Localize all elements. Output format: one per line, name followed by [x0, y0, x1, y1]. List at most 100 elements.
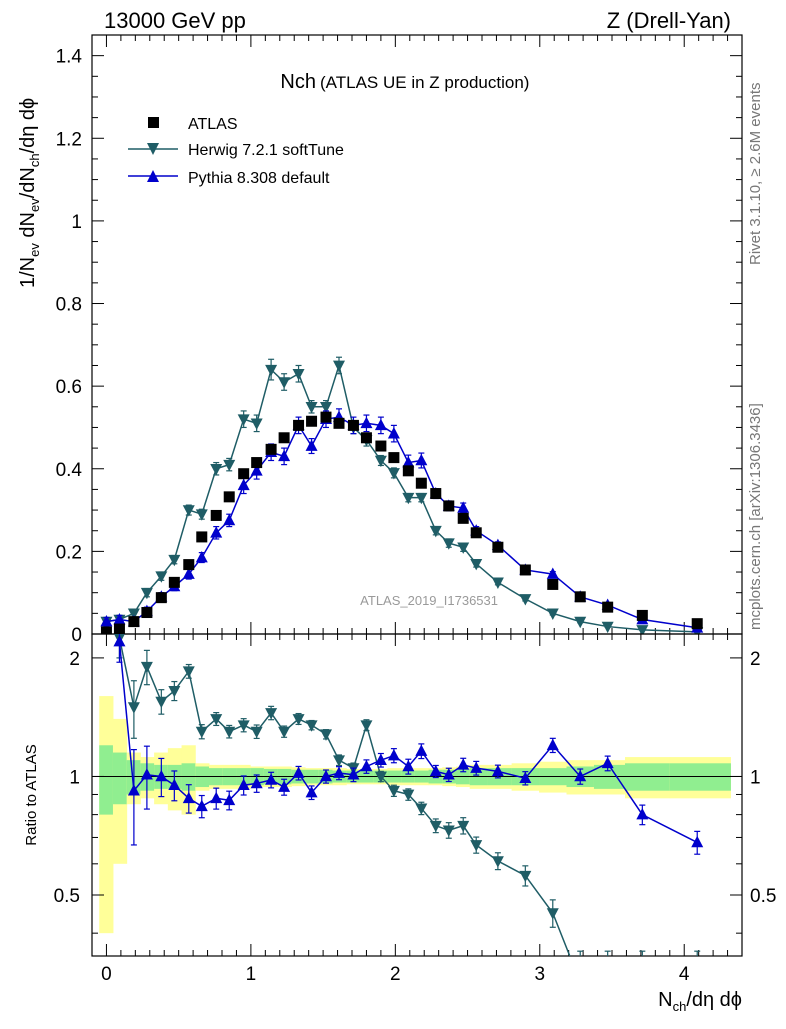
ratio-band-inner [181, 763, 196, 791]
pythia-ratio-point [402, 759, 415, 772]
herwig-ratio-point [402, 789, 415, 802]
herwig-point [457, 542, 470, 554]
rivet-label: Rivet 3.1.10, ≥ 2.6M events [747, 83, 764, 266]
atlas-point [457, 512, 469, 524]
herwig-point [402, 492, 415, 505]
pythia-point [402, 455, 415, 468]
herwig-point [415, 492, 428, 505]
herwig-ratio-point [333, 755, 345, 767]
herwig-ratio-point [387, 785, 400, 798]
herwig-ratio-point [320, 729, 332, 741]
herwig-point [168, 554, 181, 567]
pythia-point [113, 612, 126, 625]
herwig-point [305, 401, 318, 414]
herwig-point [491, 577, 504, 589]
pythia-ratio-point [415, 744, 428, 756]
y-tick-label: 1.2 [56, 129, 82, 150]
ratio-band-inner [625, 763, 671, 791]
pythia-ratio-point [574, 769, 587, 782]
herwig-point [519, 594, 532, 606]
pythia-point [546, 567, 559, 579]
pythia-ratio-point [374, 753, 387, 765]
herwig-ratio-point [470, 840, 483, 852]
y-tick-label: 0.4 [56, 460, 83, 481]
herwig-ratio-point [210, 714, 223, 726]
herwig-point [546, 608, 559, 620]
pythia-point [223, 513, 236, 526]
herwig-point [250, 418, 263, 430]
pythia-ratio-point [429, 764, 442, 777]
herwig-ratio-point [223, 726, 236, 739]
pythia-ratio-point [250, 776, 263, 789]
pythia-point [374, 418, 387, 431]
herwig-point [278, 377, 291, 389]
ratio-tick-label-left: 2 [69, 649, 80, 670]
herwig-ratio-point [491, 856, 504, 868]
atlas-point [238, 468, 250, 480]
pythia-point [387, 427, 400, 439]
herwig-ratio-point [429, 820, 442, 833]
herwig-point [155, 571, 168, 583]
pythia-point [415, 453, 428, 466]
y-axis-label: 1/Nev dNev/dNch/dη dϕ [17, 98, 42, 288]
atlas-point [636, 609, 648, 621]
herwig-ratio-point [127, 702, 140, 714]
atlas-point [196, 531, 208, 543]
pythia-ratio-point [265, 773, 278, 785]
pythia-point [305, 439, 318, 451]
legend-label-pythia: Pythia 8.308 default [188, 170, 330, 187]
ratio-tick-label-right: 0.5 [750, 886, 776, 907]
herwig-point [333, 360, 345, 373]
pythia-point [182, 567, 195, 579]
y-tick-label: 1.4 [56, 47, 83, 68]
pythia-ratio-point [195, 799, 208, 812]
herwig-point [429, 525, 442, 538]
y-tick-label: 1 [71, 212, 82, 233]
herwig-point [601, 621, 614, 634]
pythia-ratio-point [278, 780, 291, 792]
atlas-point [691, 618, 703, 630]
ratio-frame [91, 633, 743, 957]
herwig-ratio-line [118, 637, 571, 956]
legend-marker-herwig [147, 143, 159, 155]
atlas-point [470, 527, 482, 539]
atlas-point [415, 477, 427, 489]
herwig-point [182, 505, 195, 517]
herwig-ratio-point [292, 714, 305, 726]
pythia-ratio-point [320, 769, 332, 782]
x-tick-label: 0 [101, 964, 112, 985]
pythia-ratio-point [292, 766, 305, 778]
atlas-point [251, 457, 263, 469]
pythia-ratio-point [546, 738, 559, 751]
herwig-ratio-point [546, 908, 559, 920]
pythia-ratio-point [168, 778, 181, 791]
herwig-ratio-point [278, 726, 291, 739]
herwig-ratio-point [519, 870, 532, 883]
herwig-point [210, 463, 223, 476]
herwig-ratio-point [602, 989, 614, 1000]
herwig-ratio-point [442, 825, 455, 837]
pythia-ratio-point [237, 778, 250, 791]
herwig-ratio-point [360, 720, 373, 732]
herwig-ratio-point [168, 686, 181, 698]
atlas-point [347, 419, 359, 431]
atlas-point [602, 601, 614, 613]
herwig-ratio-point [140, 661, 153, 674]
ratio-tick-label-left: 1 [69, 767, 80, 788]
pythia-ratio-point [491, 764, 504, 777]
herwig-point [387, 468, 400, 480]
pythia-ratio-point [457, 758, 470, 770]
herwig-point [127, 608, 140, 620]
atlas-point [360, 432, 372, 444]
pythia-ratio-point [113, 635, 126, 647]
atlas-point [155, 592, 167, 604]
herwig-point [374, 455, 387, 468]
herwig-ratio-point [237, 720, 250, 732]
main-series [100, 356, 704, 634]
herwig-point [140, 587, 153, 600]
pythia-ratio-point [140, 768, 153, 780]
pythia-ratio-point [223, 793, 236, 806]
herwig-ratio-point [182, 666, 195, 678]
herwig-ratio-point [250, 726, 263, 739]
x-tick-label: 2 [390, 964, 401, 985]
